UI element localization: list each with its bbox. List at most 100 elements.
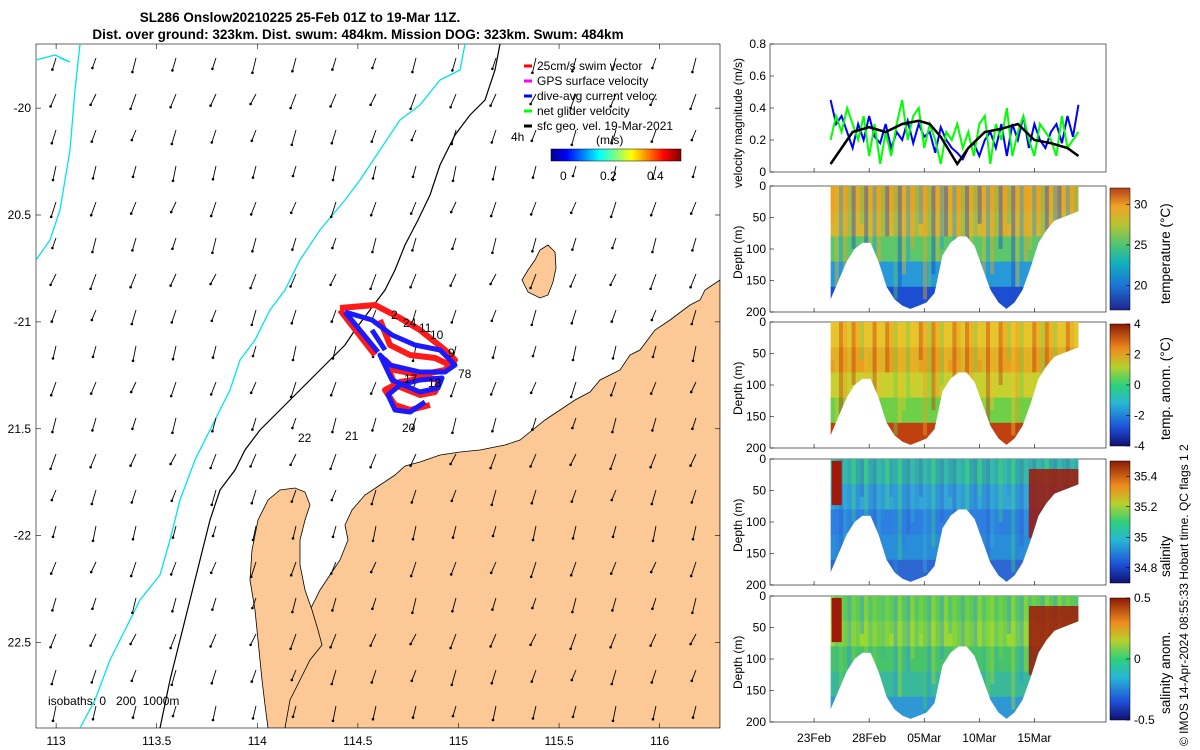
velocity-arrow-head: [610, 498, 614, 502]
velocity-arrow-head: [130, 679, 134, 683]
velocity-arrow-head: [251, 249, 254, 253]
velocity-arrow: [331, 489, 337, 501]
velocity-arrow: [290, 453, 297, 466]
velocity-arrow: [610, 93, 617, 107]
velocity-arrow: [171, 669, 177, 685]
velocity-arrow-head: [91, 355, 95, 359]
section-ytick-label: 100: [746, 242, 766, 256]
velocity-arrow-head: [689, 390, 693, 394]
velocity-arrow: [611, 489, 617, 501]
velocity-arrow: [171, 597, 177, 612]
velocity-arrow: [451, 417, 457, 433]
velocity-arrow: [690, 381, 697, 393]
section-column: [948, 322, 953, 360]
velocity-arrow: [92, 525, 97, 541]
velocity-line-dive-avg-current: [829, 99, 1080, 161]
section-column: [1019, 186, 1024, 275]
velocity-arrow-head: [450, 683, 454, 687]
velocity-arrow-head: [90, 318, 94, 322]
section-column: [906, 322, 911, 398]
velocity-series: [829, 99, 1080, 167]
velocity-arrow-head: [369, 392, 373, 395]
velocity-arrow-head: [129, 464, 132, 467]
velocity-arrow-head: [449, 105, 452, 109]
velocity-arrow-head: [531, 354, 535, 358]
velocity-arrow: [170, 561, 177, 575]
velocity-arrow: [490, 381, 497, 395]
section-column: [965, 186, 970, 262]
section-ytick-label: 200: [746, 715, 766, 729]
section-column: [864, 459, 869, 573]
velocity-arrow-head: [610, 320, 614, 323]
section-ylabel: Depth (m): [731, 499, 745, 552]
velocity-arrow-head: [331, 357, 335, 360]
section-column: [956, 596, 961, 697]
velocity-arrow-head: [249, 575, 253, 579]
velocity-arrow: [651, 57, 657, 69]
velocity-arrow: [171, 57, 177, 71]
velocity-arrow: [252, 165, 257, 178]
velocity-arrow-head: [490, 503, 494, 507]
map-xtick-label: 115: [449, 734, 468, 748]
velocity-arrow-head: [529, 465, 532, 468]
velocity-arrow: [650, 201, 657, 216]
velocity-arrow-head: [650, 318, 654, 322]
velocity-arrow-head: [649, 287, 652, 291]
velocity-arrow: [371, 129, 377, 142]
velocity-arrow: [692, 345, 697, 361]
track-day-label: 10: [430, 328, 444, 342]
velocity-arrow: [410, 93, 417, 109]
velocity-arrow: [691, 669, 697, 681]
velocity-arrow: [410, 561, 417, 577]
velocity-arrow-head: [609, 215, 613, 219]
velocity-arrow-head: [689, 285, 692, 289]
track-day-label: 78: [458, 367, 472, 381]
velocity-arrow: [691, 57, 697, 73]
velocity-arrow: [211, 237, 217, 253]
section-column: [973, 186, 978, 237]
velocity-arrow: [450, 201, 457, 213]
velocity-arrow: [570, 453, 577, 466]
section-column: [1019, 322, 1024, 411]
velocity-arrow-head: [250, 680, 254, 683]
section-column: [847, 322, 852, 398]
velocity-arrow: [212, 345, 217, 358]
velocity-arrow: [90, 273, 97, 289]
velocity-arrow: [570, 273, 577, 287]
velocity-arrow-head: [370, 681, 374, 684]
section-column: [868, 186, 873, 287]
velocity-arrow-head: [491, 356, 495, 359]
section-column: [1019, 459, 1024, 548]
velocity-arrow-head: [330, 320, 334, 323]
velocity-arrow-head: [371, 539, 375, 543]
section-column: [881, 322, 886, 385]
velocity-arrow: [452, 705, 457, 717]
velocity-arrow: [212, 525, 217, 537]
section-column: [1011, 459, 1016, 573]
velocity-arrow-head: [171, 179, 175, 183]
section-column: [1002, 459, 1007, 510]
velocity-arrow-head: [369, 287, 372, 291]
section-column: [990, 322, 995, 411]
velocity-arrow-head: [211, 251, 214, 255]
velocity-arrow-head: [51, 178, 55, 182]
cbar-tick-label: 35.2: [1134, 500, 1158, 514]
section-column: [851, 186, 856, 249]
velocity-arrow: [370, 453, 377, 468]
track-day-label: 17: [404, 372, 418, 386]
velocity-arrow-head: [289, 106, 292, 110]
velocity-arrow-head: [50, 320, 54, 323]
velocity-arrow-head: [130, 322, 134, 326]
map-xtick-label: 115.5: [544, 734, 573, 748]
section-column: [914, 459, 919, 510]
map-xtick-label: 113: [47, 734, 66, 748]
velocity-arrow-head: [249, 102, 252, 106]
velocity-arrow: [51, 129, 57, 144]
velocity-arrow: [411, 57, 417, 73]
section-column: [918, 459, 923, 497]
section-column: [1023, 596, 1028, 672]
velocity-arrow-head: [450, 499, 454, 503]
velocity-arrow: [572, 345, 577, 361]
velocity-arrow: [411, 129, 417, 141]
